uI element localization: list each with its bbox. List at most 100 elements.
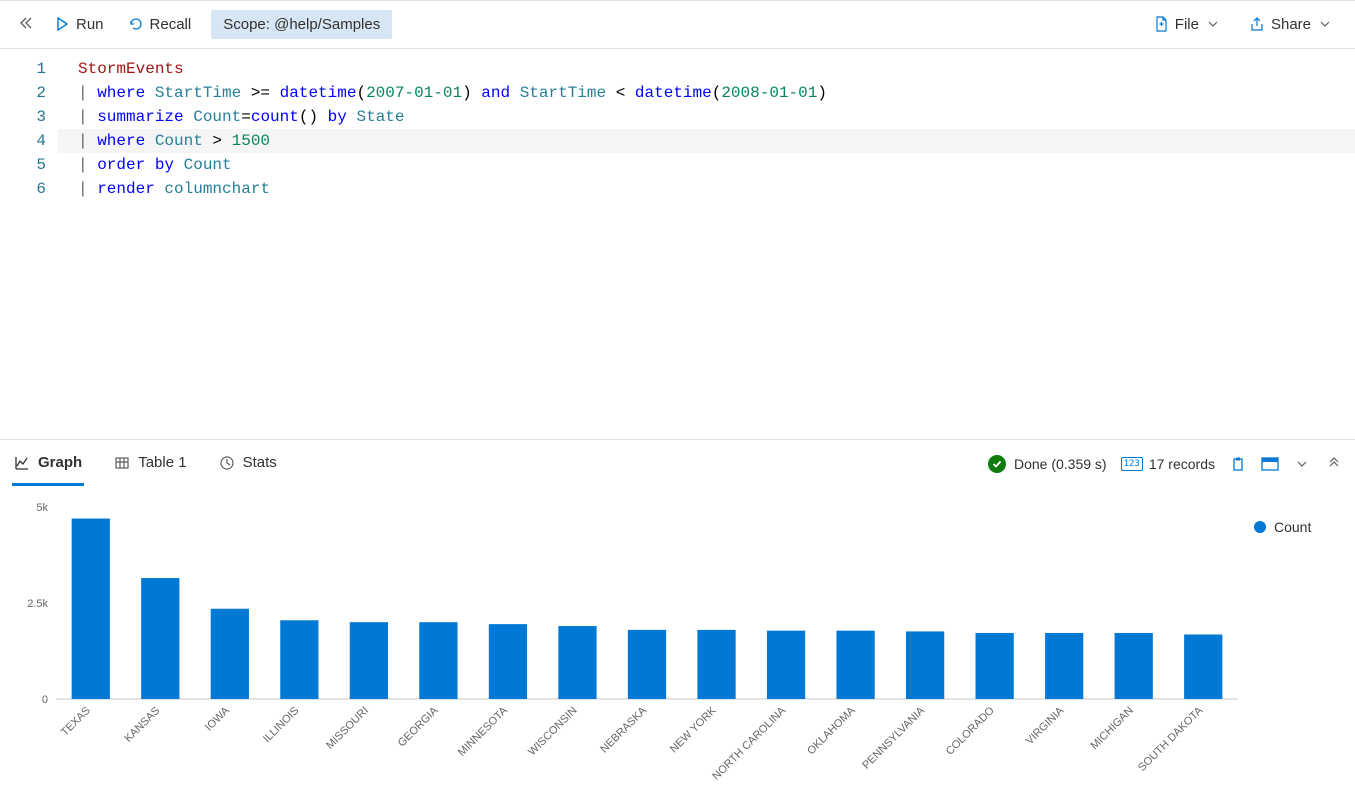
- tab-graph[interactable]: Graph: [12, 442, 84, 486]
- legend-item-count[interactable]: Count: [1254, 519, 1341, 535]
- x-axis-label: NORTH CAROLINA: [710, 704, 788, 782]
- code-line[interactable]: | where StartTime >= datetime(2007-01-01…: [58, 81, 1355, 105]
- chart-bar[interactable]: [558, 626, 596, 699]
- line-number: 3: [0, 105, 46, 129]
- tab-graph-label: Graph: [38, 454, 82, 471]
- x-axis-label: SOUTH DAKOTA: [1136, 704, 1206, 774]
- x-axis-label: OKLAHOMA: [805, 704, 858, 757]
- query-editor[interactable]: 123456 StormEvents| where StartTime >= d…: [0, 49, 1355, 439]
- legend-swatch: [1254, 521, 1266, 533]
- tab-table-label: Table 1: [138, 454, 186, 471]
- chart-bar[interactable]: [280, 620, 318, 699]
- chart-bar[interactable]: [628, 630, 666, 699]
- chart-bar[interactable]: [1184, 634, 1222, 699]
- clipboard-icon[interactable]: [1229, 455, 1247, 473]
- recall-button[interactable]: Recall: [118, 10, 202, 39]
- x-axis-label: MISSOURI: [324, 705, 371, 752]
- x-axis-label: COLORADO: [944, 704, 997, 757]
- line-number: 2: [0, 81, 46, 105]
- toolbar-left: Run Recall Scope: @help/Samples: [12, 10, 392, 39]
- share-button[interactable]: Share: [1239, 10, 1343, 39]
- file-label: File: [1175, 16, 1199, 33]
- run-label: Run: [76, 16, 104, 33]
- chart-bar[interactable]: [767, 631, 805, 699]
- code-line[interactable]: | order by Count: [58, 153, 1355, 177]
- svg-text:2.5k: 2.5k: [27, 598, 48, 610]
- x-axis-label: WISCONSIN: [526, 705, 579, 758]
- records-icon: 123: [1121, 457, 1143, 471]
- chart-bar[interactable]: [72, 519, 110, 699]
- svg-text:5k: 5k: [36, 502, 48, 514]
- table-icon: [114, 455, 130, 471]
- x-axis-label: ILLINOIS: [261, 705, 301, 745]
- code-line[interactable]: StormEvents: [58, 57, 1355, 81]
- chart-bar[interactable]: [906, 631, 944, 699]
- file-button[interactable]: File: [1143, 10, 1231, 39]
- x-axis-label: MICHIGAN: [1088, 705, 1135, 752]
- column-chart: 0 2.5k 5k TEXAS KANSAS IOWA ILLINOIS MISSOURI GE…: [14, 499, 1244, 812]
- code-line[interactable]: | render columnchart: [58, 177, 1355, 201]
- scope-value: @help/Samples: [274, 16, 380, 33]
- chart-legend: Count: [1244, 499, 1341, 812]
- record-count: 123 17 records: [1121, 456, 1215, 472]
- chart-bar[interactable]: [976, 633, 1014, 699]
- chart-bar[interactable]: [489, 624, 527, 699]
- collapse-icon[interactable]: [12, 11, 40, 38]
- line-number: 6: [0, 177, 46, 201]
- x-axis-label: NEBRASKA: [598, 704, 649, 755]
- stats-icon: [219, 455, 235, 471]
- collapse-up-icon[interactable]: [1325, 455, 1343, 473]
- chart-bar[interactable]: [1045, 633, 1083, 699]
- chart-bar[interactable]: [350, 622, 388, 699]
- recall-label: Recall: [150, 16, 192, 33]
- chart-bar[interactable]: [697, 630, 735, 699]
- run-button[interactable]: Run: [44, 10, 114, 39]
- tab-table[interactable]: Table 1: [112, 442, 188, 486]
- graph-icon: [14, 455, 30, 471]
- code-line[interactable]: | summarize Count=count() by State: [58, 105, 1355, 129]
- share-label: Share: [1271, 16, 1311, 33]
- code-line[interactable]: | where Count > 1500: [58, 129, 1355, 153]
- results-toolbar: Graph Table 1 Stats Done (0.359 s) 123 1…: [0, 439, 1355, 489]
- chart-bar[interactable]: [1115, 633, 1153, 699]
- line-number: 5: [0, 153, 46, 177]
- x-axis-label: GEORGIA: [396, 704, 441, 749]
- chart-bar[interactable]: [836, 631, 874, 699]
- file-icon: [1153, 16, 1169, 32]
- chart-bar[interactable]: [419, 622, 457, 699]
- records-text: 17 records: [1149, 456, 1215, 472]
- share-icon: [1249, 16, 1265, 32]
- recall-icon: [128, 16, 144, 32]
- layout-icon[interactable]: [1261, 455, 1279, 473]
- legend-label: Count: [1274, 519, 1311, 535]
- scope-prefix: Scope:: [223, 16, 270, 33]
- scope-chip[interactable]: Scope: @help/Samples: [211, 10, 392, 39]
- x-axis-label: PENNSYLVANIA: [860, 704, 927, 771]
- toolbar-right: File Share: [1143, 10, 1343, 39]
- line-number: 4: [0, 129, 46, 153]
- play-icon: [54, 16, 70, 32]
- x-axis-label: MINNESOTA: [456, 704, 511, 759]
- query-toolbar: Run Recall Scope: @help/Samples File: [0, 0, 1355, 49]
- status-text: Done (0.359 s): [1014, 456, 1107, 472]
- svg-text:0: 0: [42, 694, 48, 706]
- code-area[interactable]: StormEvents| where StartTime >= datetime…: [58, 49, 1355, 439]
- tab-stats[interactable]: Stats: [217, 442, 279, 486]
- x-axis-label: TEXAS: [59, 705, 93, 739]
- chevron-down-icon: [1317, 16, 1333, 32]
- tab-stats-label: Stats: [243, 454, 277, 471]
- chart-area: 0 2.5k 5k TEXAS KANSAS IOWA ILLINOIS MISSOURI GE…: [0, 489, 1355, 812]
- results-status-area: Done (0.359 s) 123 17 records: [988, 455, 1343, 473]
- x-axis-label: KANSAS: [122, 705, 162, 745]
- chevron-down-icon: [1205, 16, 1221, 32]
- line-gutter: 123456: [0, 49, 58, 439]
- x-axis-label: IOWA: [203, 704, 232, 733]
- chart-bar[interactable]: [141, 578, 179, 699]
- x-axis-label: VIRGINIA: [1024, 704, 1067, 747]
- chart-bar[interactable]: [211, 609, 249, 699]
- success-icon: [988, 455, 1006, 473]
- line-number: 1: [0, 57, 46, 81]
- chevron-down-icon[interactable]: [1293, 455, 1311, 473]
- query-status: Done (0.359 s): [988, 455, 1107, 473]
- x-axis-label: NEW YORK: [668, 704, 719, 755]
